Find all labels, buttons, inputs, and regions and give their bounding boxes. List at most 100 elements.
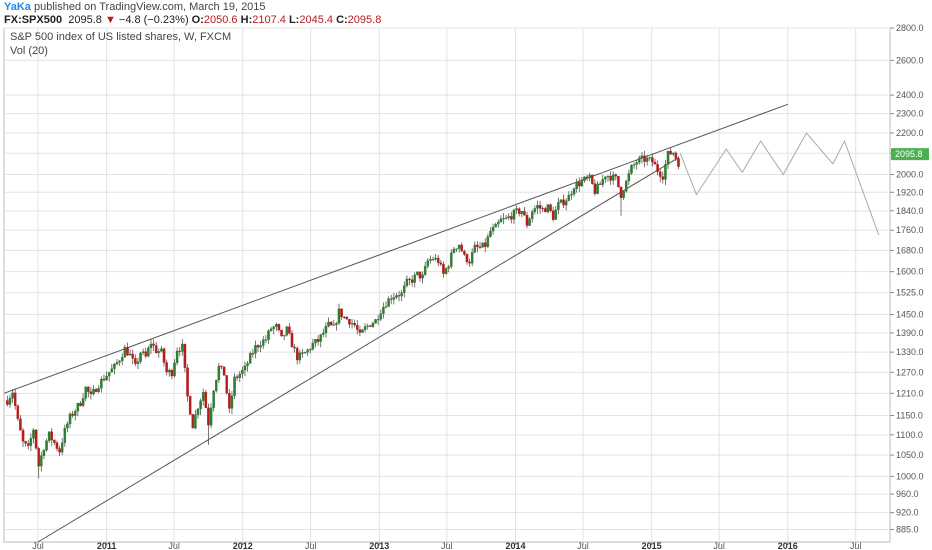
candle-body	[6, 400, 9, 405]
open-label: O:	[191, 14, 204, 26]
candle-body	[45, 440, 48, 451]
y-tick-label: 1760.0	[896, 225, 924, 235]
candle-body	[199, 400, 202, 410]
candle-body	[306, 349, 309, 353]
candle-body	[588, 174, 591, 179]
candle-body	[181, 343, 184, 352]
trendlines	[3, 103, 788, 543]
candle-body	[585, 176, 589, 179]
time-axis[interactable]: Jul 2011 Jul 2012 Jul 2013 Jul 2014 Jul 2015 Jul 20…	[32, 541, 861, 550]
candle-body	[243, 365, 247, 371]
candle-body	[536, 204, 539, 209]
candle-body	[11, 392, 14, 399]
candle-body	[598, 183, 602, 185]
trendline-upper[interactable]	[3, 103, 788, 394]
open-value: 2050.6	[203, 14, 238, 26]
candle-body	[222, 366, 226, 376]
candle-body	[175, 350, 179, 363]
x-tick-label: Jul	[168, 541, 180, 550]
candle-body	[627, 173, 631, 182]
trendline-lower[interactable]	[37, 157, 680, 543]
candle-body	[94, 389, 98, 392]
candle-body	[63, 427, 67, 444]
candle-body	[648, 157, 652, 159]
candle-body	[262, 339, 265, 346]
candle-body	[478, 246, 482, 248]
candle-body	[541, 208, 544, 210]
candle-body	[523, 211, 526, 216]
candle-body	[53, 439, 56, 443]
candle-body	[285, 326, 289, 336]
candle-body	[520, 211, 524, 214]
last-price-badge-bg	[891, 148, 929, 161]
candle-body	[481, 242, 484, 248]
candle-body	[611, 174, 615, 181]
candle-body	[13, 392, 17, 406]
candle-body	[350, 322, 354, 325]
price-axis[interactable]: 885.0 920.0 960.0 1000.0 1050.0 1100.0 1150.0 1…	[890, 23, 924, 535]
candle-body	[314, 339, 317, 344]
candle-body	[669, 150, 672, 155]
candle-body	[395, 295, 398, 298]
candle-body	[502, 218, 505, 220]
candle-body	[162, 348, 166, 363]
candle-body	[154, 345, 158, 354]
candle-body	[84, 386, 87, 399]
candle-body	[463, 251, 466, 255]
y-tick-label: 1210.0	[896, 388, 924, 398]
candle-body	[439, 262, 443, 265]
candle-body	[348, 319, 351, 325]
symbol-label[interactable]: FX:SPX500	[4, 14, 63, 26]
candle-body	[431, 259, 435, 261]
candle-body	[152, 343, 155, 346]
candle-body	[316, 339, 320, 342]
x-tick-label: Jul	[32, 541, 44, 550]
candle-body	[267, 330, 270, 340]
x-tick-label: Jul	[713, 541, 725, 550]
candle-body	[476, 244, 479, 248]
candle-body	[379, 313, 383, 320]
candle-body	[580, 180, 584, 187]
candle-body	[92, 389, 95, 395]
x-tick-label: 2016	[778, 541, 798, 550]
candle-body	[489, 230, 492, 237]
x-tick-label: 2012	[233, 541, 253, 550]
y-tick-label: 1920.0	[896, 187, 924, 197]
candle-body	[570, 194, 573, 196]
candle-body	[617, 176, 620, 188]
candle-body	[465, 254, 469, 263]
candle-body	[186, 367, 189, 397]
candle-body	[544, 208, 547, 213]
candle-body	[37, 448, 40, 467]
candle-body	[551, 210, 555, 220]
projection-path[interactable]	[679, 132, 880, 236]
candle-body	[363, 326, 367, 330]
candle-body	[638, 157, 641, 163]
candle-body	[76, 403, 80, 412]
y-tick-label: 1050.0	[896, 450, 924, 460]
candle-body	[677, 158, 680, 167]
candle-body	[81, 398, 85, 406]
candle-body	[26, 443, 30, 446]
price-change: −4.8 (−0.23%)	[118, 14, 189, 26]
candle-body	[525, 215, 529, 226]
candle-body	[254, 345, 257, 354]
candle-body	[528, 218, 531, 226]
candle-body	[418, 271, 422, 279]
candle-body	[264, 339, 268, 341]
author-name[interactable]: YaKa	[4, 1, 31, 13]
candle-body	[429, 259, 432, 261]
candle-body	[256, 345, 260, 348]
candle-body	[191, 414, 195, 429]
candle-body	[664, 164, 667, 180]
candle-body	[672, 152, 675, 155]
candle-body	[575, 182, 578, 189]
candle-body	[656, 164, 659, 172]
quote-line: FX:SPX500 2095.8 ▼ −4.8 (−0.23%) O:2050.…	[4, 14, 381, 26]
candle-body	[209, 407, 213, 426]
candle-body	[113, 363, 116, 369]
candle-body	[635, 162, 638, 165]
y-tick-label: 2300.0	[896, 109, 924, 119]
candle-body	[136, 361, 140, 364]
